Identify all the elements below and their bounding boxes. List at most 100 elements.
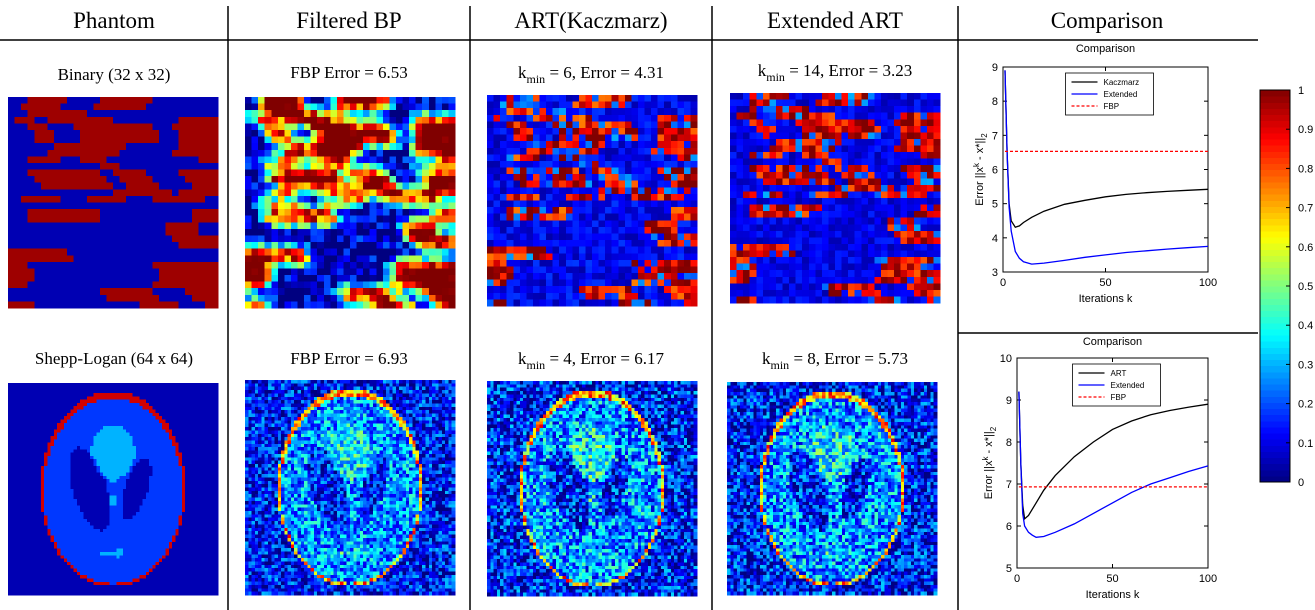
pixel [159, 150, 166, 157]
pixel [304, 183, 311, 190]
pixel [93, 209, 100, 216]
pixel [664, 247, 671, 254]
pixel [526, 299, 533, 306]
pixel [317, 255, 324, 262]
pixel [28, 295, 35, 302]
pixel [376, 216, 383, 223]
pixel [166, 130, 173, 137]
pixel [245, 249, 252, 256]
pixel [677, 187, 684, 194]
pixel [34, 301, 41, 308]
pixel [87, 156, 94, 163]
pixel [783, 93, 790, 100]
pixel [618, 194, 625, 201]
pixel [21, 288, 28, 295]
pixel [750, 152, 757, 159]
pixel [41, 282, 48, 289]
pixel [416, 130, 423, 137]
pixel [139, 235, 146, 242]
pixel [585, 108, 592, 115]
pixel [625, 227, 632, 234]
pixel [252, 235, 259, 242]
pixel [933, 113, 940, 120]
pixel [350, 255, 357, 262]
pixel [599, 233, 606, 240]
pixel [638, 207, 645, 214]
pixel [304, 143, 311, 150]
pixel [507, 194, 514, 201]
pixel [435, 275, 442, 282]
pixel [540, 227, 547, 234]
pixel [638, 168, 645, 175]
pixel [252, 110, 259, 117]
pixel [21, 117, 28, 124]
pixel [126, 288, 133, 295]
pixel [783, 152, 790, 159]
pixel [87, 216, 94, 223]
fbp-label: FBP Error = 6.53 [290, 63, 408, 82]
pixel [298, 104, 305, 111]
pixel [278, 156, 285, 163]
pixel [363, 143, 370, 150]
pixel [87, 97, 94, 104]
pixel [376, 242, 383, 249]
pixel [553, 115, 560, 122]
pixel [87, 295, 94, 302]
pixel [41, 288, 48, 295]
pixel [448, 163, 455, 170]
pixel [15, 229, 22, 236]
pixel [61, 163, 68, 170]
pixel [120, 282, 127, 289]
pixel [284, 301, 291, 308]
pixel [113, 196, 120, 203]
pixel [291, 143, 298, 150]
pixel [205, 209, 212, 216]
pixel [357, 288, 364, 295]
pixel [638, 135, 645, 142]
pixel [901, 126, 908, 133]
pixel [337, 203, 344, 210]
pixel [651, 220, 658, 227]
pixel [298, 235, 305, 242]
pixel [363, 255, 370, 262]
pixel [28, 183, 35, 190]
pixel [330, 137, 337, 144]
pixel [265, 288, 272, 295]
pixel [337, 282, 344, 289]
pixel [579, 115, 586, 122]
pixel [756, 100, 763, 107]
pixel [592, 148, 599, 155]
pixel [651, 187, 658, 194]
pixel [572, 253, 579, 260]
pixel [245, 275, 252, 282]
pixel [448, 229, 455, 236]
pixel [559, 207, 566, 214]
pixel [258, 255, 265, 262]
pixel [120, 137, 127, 144]
pixel [442, 189, 449, 196]
pixel [566, 280, 573, 287]
pixel [533, 273, 540, 280]
pixel [658, 181, 665, 188]
pixel [271, 203, 278, 210]
pixel [448, 295, 455, 302]
pixel [80, 301, 87, 308]
pixel [146, 110, 153, 117]
pixel [205, 156, 212, 163]
pixel [435, 130, 442, 137]
pixel [106, 275, 113, 282]
pixel [126, 117, 133, 124]
pixel [80, 295, 87, 302]
pixel [47, 110, 54, 117]
pixel [540, 187, 547, 194]
pixel [494, 253, 501, 260]
pixel [252, 189, 259, 196]
pixel [113, 143, 120, 150]
pixel [67, 216, 74, 223]
pixel [291, 209, 298, 216]
pixel [106, 295, 113, 302]
pixel [416, 229, 423, 236]
pixel [198, 170, 205, 177]
pixel [671, 207, 678, 214]
pixel [487, 227, 494, 234]
